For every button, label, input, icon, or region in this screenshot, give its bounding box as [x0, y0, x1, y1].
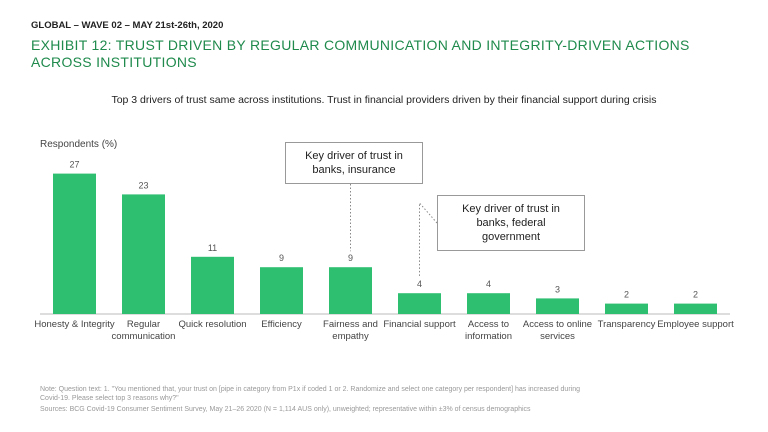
value-label: 9	[279, 253, 284, 263]
x-tick-label: Efficiency	[261, 319, 302, 330]
x-tick-label: Transparency	[597, 319, 656, 330]
value-label: 2	[624, 290, 629, 300]
sources: Sources: BCG Covid-19 Consumer Sentiment…	[40, 406, 531, 413]
x-tick-label: Employee support	[657, 319, 734, 330]
bar	[605, 303, 648, 314]
value-label: 3	[555, 284, 560, 294]
x-tick-label: Quick resolution	[178, 319, 247, 330]
bar	[467, 293, 510, 314]
x-tick-label: Access to online services	[522, 319, 593, 342]
value-label: 4	[417, 279, 422, 289]
bar	[398, 293, 441, 314]
x-tick-label: Honesty & Integrity	[34, 319, 115, 330]
value-label: 2	[693, 290, 698, 300]
bar	[329, 267, 372, 314]
bar	[674, 303, 717, 314]
bar	[122, 194, 165, 314]
value-label: 23	[138, 180, 148, 190]
annotation: Key driver of trust in banks, federal go…	[437, 195, 585, 251]
value-label: 27	[69, 160, 79, 170]
exhibit-title: EXHIBIT 12: TRUST DRIVEN BY REGULAR COMM…	[31, 37, 690, 70]
bar	[191, 256, 234, 314]
annotation: Key driver of trust in banks, insurance	[285, 142, 423, 184]
value-label: 4	[486, 279, 491, 289]
x-tick-label: Regular communication	[111, 319, 176, 342]
bar	[260, 267, 303, 314]
chart-title: Top 3 drivers of trust same across insti…	[111, 94, 657, 106]
x-tick-label: Fairness and empathy	[323, 319, 378, 342]
bar	[53, 173, 96, 314]
value-label: 9	[348, 253, 353, 263]
note: Note: Question text: 1. "You mentioned t…	[40, 386, 580, 402]
x-tick-label: Access to information	[465, 319, 512, 342]
y-axis-label: Respondents (%)	[40, 139, 118, 150]
value-label: 11	[208, 243, 217, 253]
wave-label: GLOBAL – WAVE 02 – MAY 21st-26th, 2020	[31, 20, 224, 31]
bar	[536, 298, 579, 314]
x-tick-label: Financial support	[383, 319, 456, 330]
annotation-leader	[419, 201, 438, 278]
